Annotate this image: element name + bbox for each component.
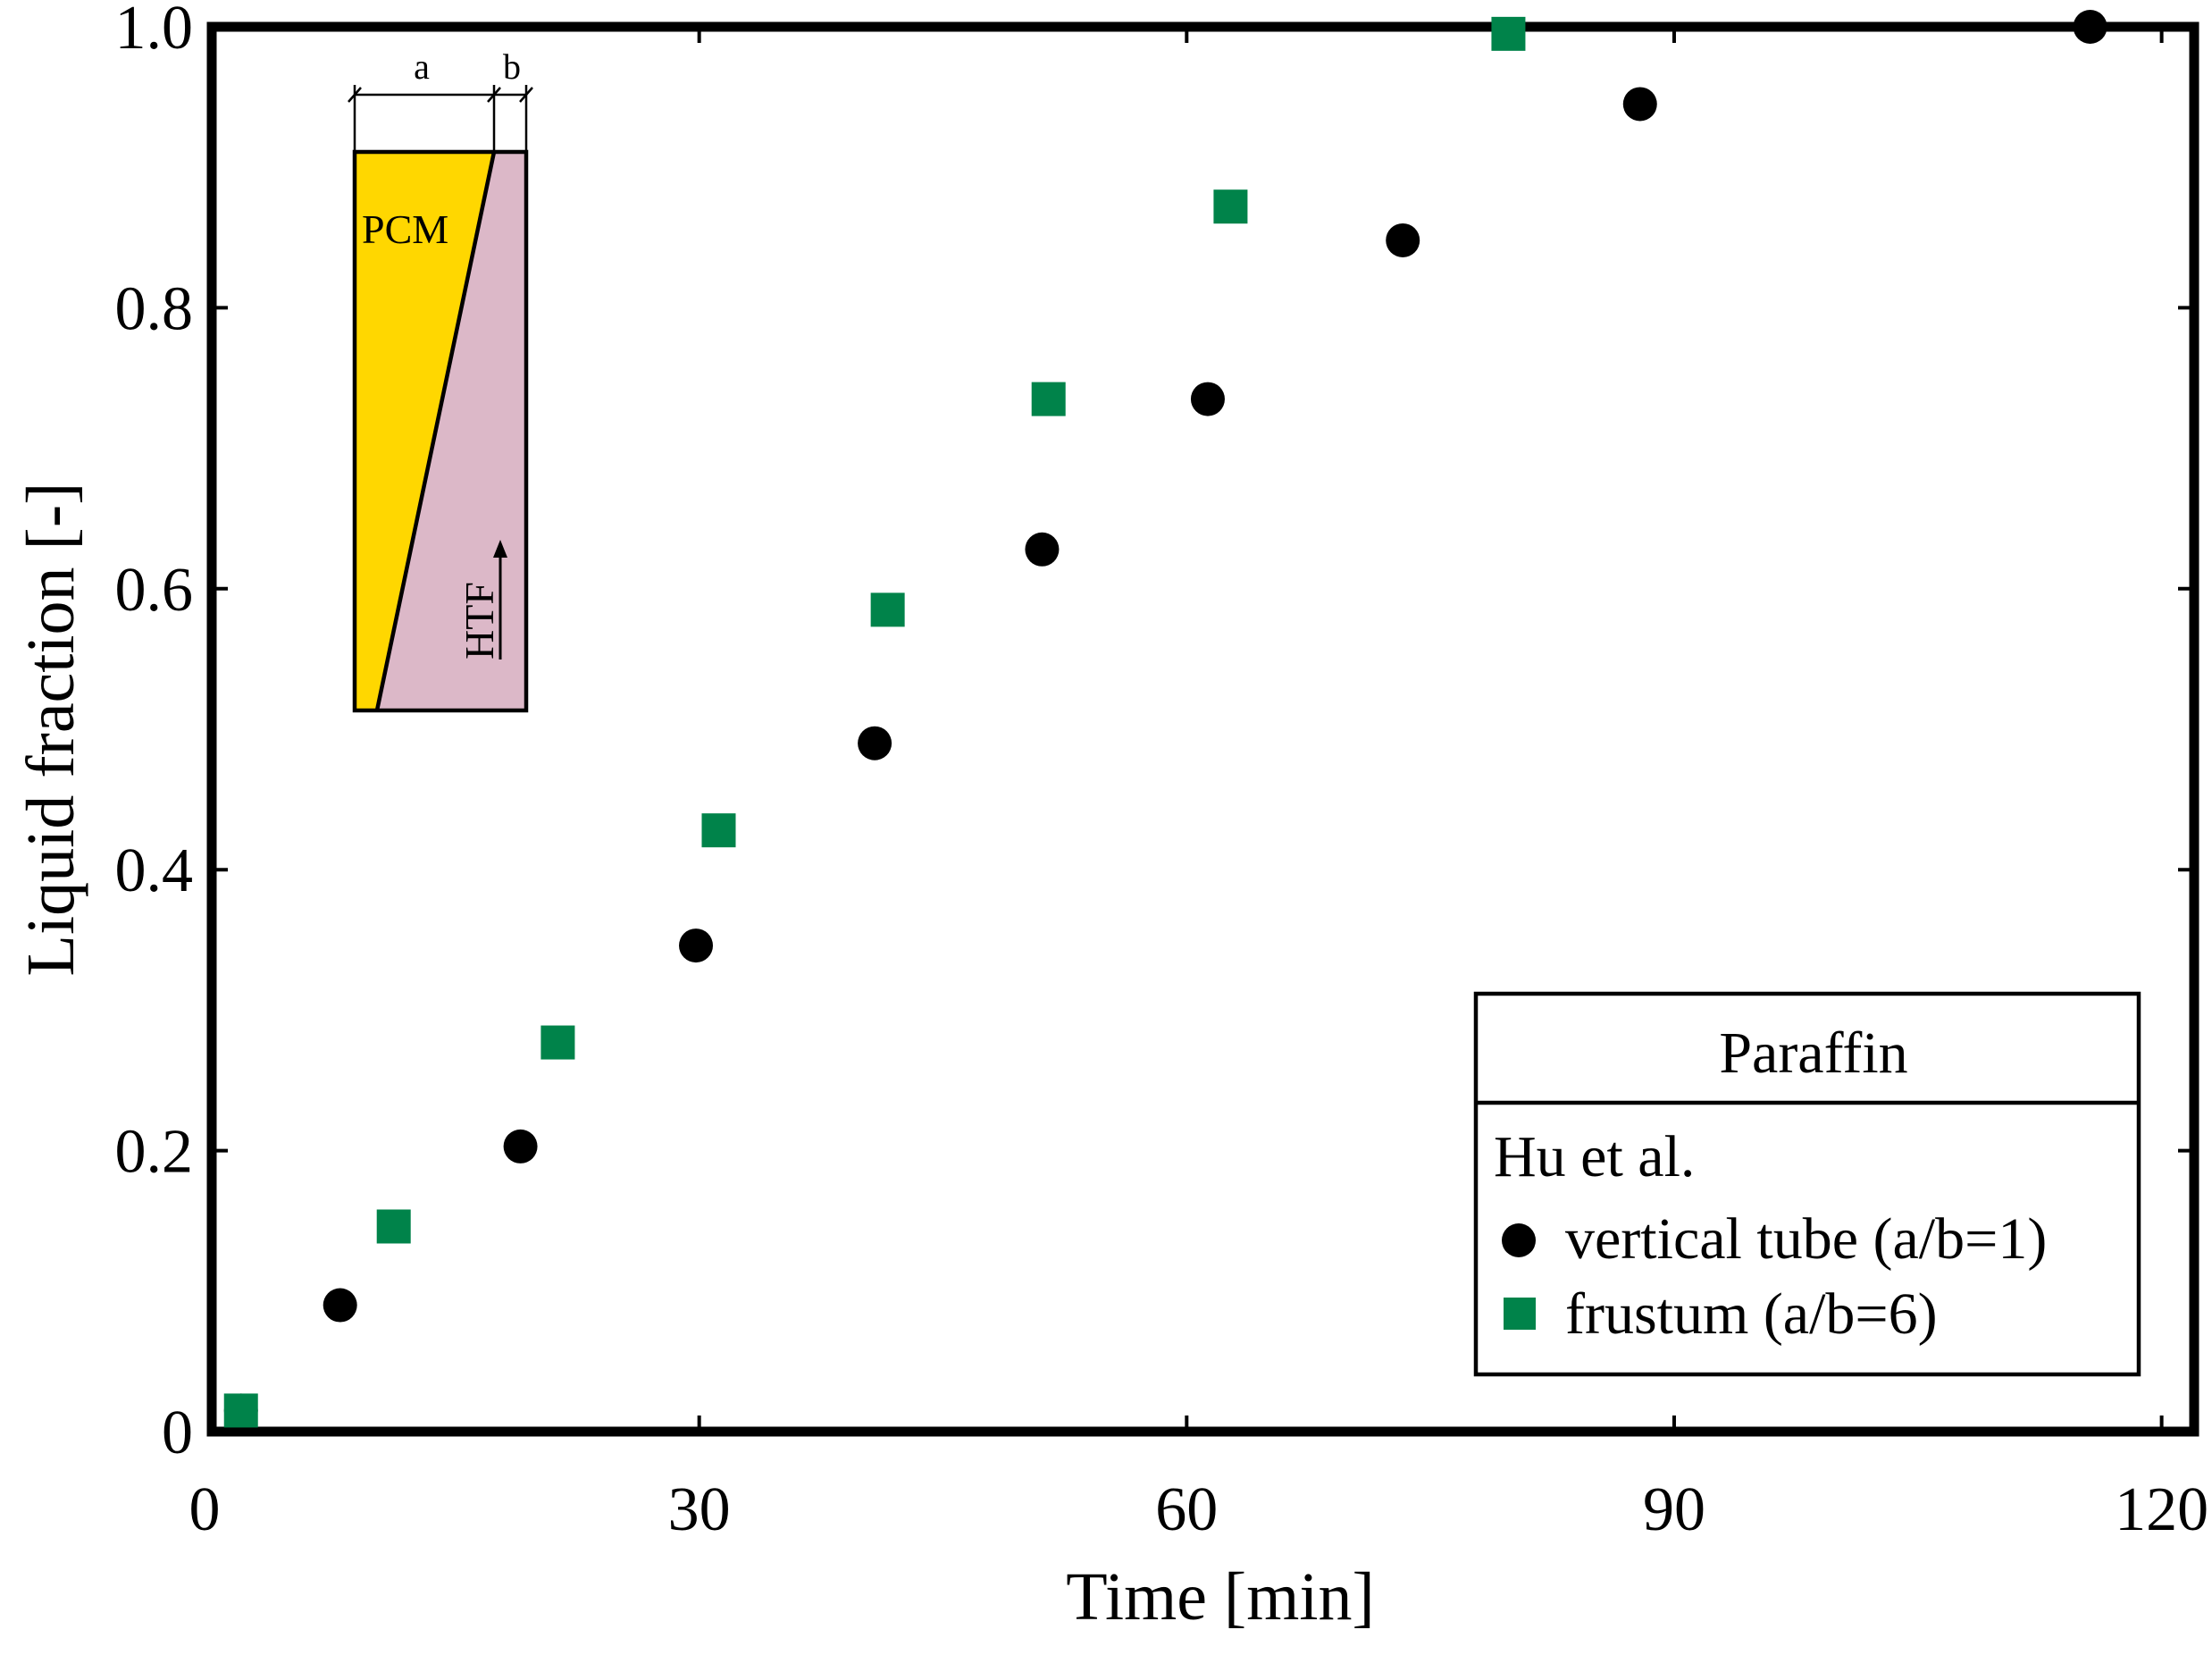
x-tick-label: 30 — [668, 1475, 731, 1544]
x-tick-label: 0 — [189, 1475, 221, 1544]
frustum-point — [1491, 16, 1526, 51]
x-axis-tick-labels: 0 30 60 90 120 — [189, 1475, 2209, 1544]
dimension-tick-right — [519, 87, 533, 103]
legend-box — [1473, 991, 2141, 1377]
x-tick-label: 90 — [1643, 1475, 1705, 1544]
y-axis-tick-labels: 0 0.2 0.4 0.6 0.8 1.0 — [115, 0, 194, 1467]
x-tick-label: 60 — [1155, 1475, 1218, 1544]
y-axis-title: Liquid fraction [-] — [13, 483, 88, 977]
dimension-label-a: a — [414, 46, 430, 87]
htf-arrow-head — [493, 540, 507, 558]
frustum-point — [701, 813, 736, 848]
frustum-point — [376, 1209, 411, 1244]
legend-title: Paraffin — [1719, 1021, 1907, 1086]
vertical-tube-point — [858, 726, 892, 760]
y-tick-label: 0.6 — [115, 556, 194, 625]
y-tick-label: 0.4 — [115, 836, 194, 905]
frustum-point — [1031, 382, 1066, 416]
y-tick-label: 0.2 — [115, 1118, 194, 1187]
vertical-tube-point — [1386, 223, 1420, 257]
frustum-point — [870, 592, 905, 627]
legend-marker-frustum — [1504, 1298, 1536, 1330]
x-axis-ticks — [697, 27, 2164, 1432]
vertical-tube-point — [503, 1129, 538, 1164]
vertical-tube-point — [679, 928, 714, 963]
vertical-tube-point — [2073, 10, 2107, 44]
plot-frame — [206, 21, 2199, 1437]
frustum-point — [223, 1393, 258, 1428]
pcm-region — [355, 152, 494, 710]
dimension-tick-left — [348, 87, 362, 103]
series-frustum — [223, 16, 1526, 1428]
x-axis-title: Time [min] — [1066, 1559, 1375, 1634]
vertical-tube-point — [1190, 382, 1225, 416]
htf-label: HTF — [457, 582, 502, 659]
legend-group-label: Hu et al. — [1494, 1124, 1695, 1189]
vertical-tube-point — [1622, 87, 1657, 122]
y-tick-label: 0.8 — [115, 274, 194, 343]
series-vertical-tube — [223, 10, 2107, 1428]
frustum-point — [540, 1025, 575, 1060]
inset-outline — [352, 149, 529, 713]
pcm-label: PCM — [362, 206, 448, 252]
legend: Paraffin Hu et al. vertical tube (a/b=1)… — [1473, 991, 2141, 1377]
legend-label-vertical-tube: vertical tube (a/b=1) — [1565, 1206, 2047, 1272]
y-tick-label: 0 — [162, 1399, 193, 1467]
y-axis-ticks — [212, 306, 2194, 1153]
dimension-tick-mid — [487, 87, 501, 103]
legend-label-frustum: frustum (a/b=6) — [1565, 1281, 1938, 1347]
x-tick-label: 120 — [2115, 1475, 2208, 1544]
legend-marker-vertical-tube — [1502, 1223, 1536, 1257]
dimension-label-b: b — [503, 46, 521, 87]
geometry-inset: a b PCM HTF — [348, 46, 533, 713]
frustum-point — [1213, 189, 1248, 224]
htf-region — [377, 152, 526, 710]
interface-line — [374, 151, 497, 711]
vertical-tube-point — [323, 1288, 357, 1323]
vertical-tube-point — [1025, 532, 1060, 567]
y-tick-label: 1.0 — [115, 0, 194, 63]
